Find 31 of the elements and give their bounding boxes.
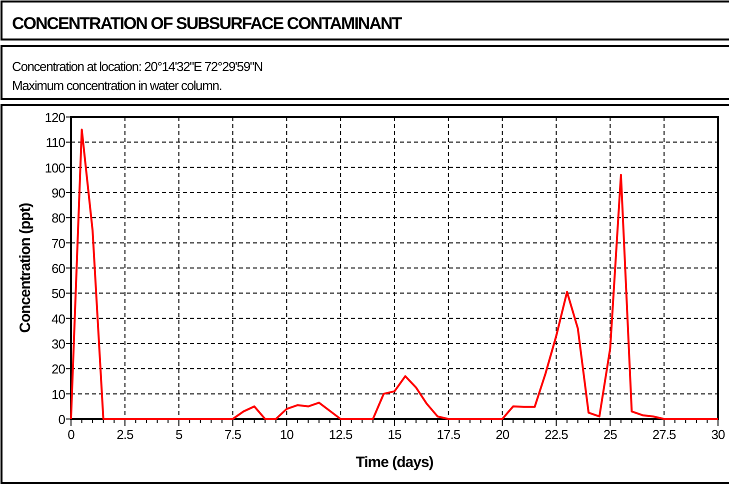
x-tick-label: 22.5	[544, 427, 568, 442]
x-tick-label: 7.5	[224, 427, 242, 442]
y-tick-label: 40	[52, 311, 66, 326]
y-tick-label: 50	[52, 286, 66, 302]
x-tick-label: 2.5	[116, 427, 134, 442]
x-tick-label: 5	[175, 427, 182, 442]
x-tick-label: 15	[388, 427, 402, 442]
y-tick-label: 110	[46, 135, 66, 150]
y-axis-title: Concentration (ppt)	[17, 202, 34, 333]
x-tick-label: 12.5	[328, 427, 352, 442]
y-tick-label: 70	[52, 236, 66, 251]
y-tick-label: 10	[52, 386, 66, 402]
x-tick-label: 10	[280, 427, 294, 442]
x-tick-label: 0	[68, 427, 75, 442]
y-tick-label: 90	[52, 186, 66, 200]
chart-subtitle: Concentration at location: 20°14'32"E 72°29'59"N Maximum concentration in water column.	[12, 59, 263, 93]
y-tick-label: 0	[58, 412, 66, 427]
y-tick-label: 60	[52, 261, 66, 276]
chart-title: CONCENTRATION OF SUBSURFACE CONTAMINANT	[12, 14, 403, 33]
x-tick-label: 20	[496, 427, 510, 442]
line-series	[70, 128, 719, 420]
x-tick-label: 30	[711, 427, 725, 442]
y-tick-label: 120	[44, 110, 66, 125]
y-tick-label: 100	[44, 160, 66, 176]
x-tick-label: 17.5	[436, 427, 460, 442]
x-axis-title: Time (days)	[356, 454, 434, 471]
x-tick-label: 25	[603, 427, 618, 442]
y-tick-label: 30	[52, 336, 66, 352]
y-tick-label: 80	[52, 210, 66, 226]
x-tick-label: 27.5	[652, 427, 676, 442]
y-tick-label: 20	[52, 362, 66, 377]
